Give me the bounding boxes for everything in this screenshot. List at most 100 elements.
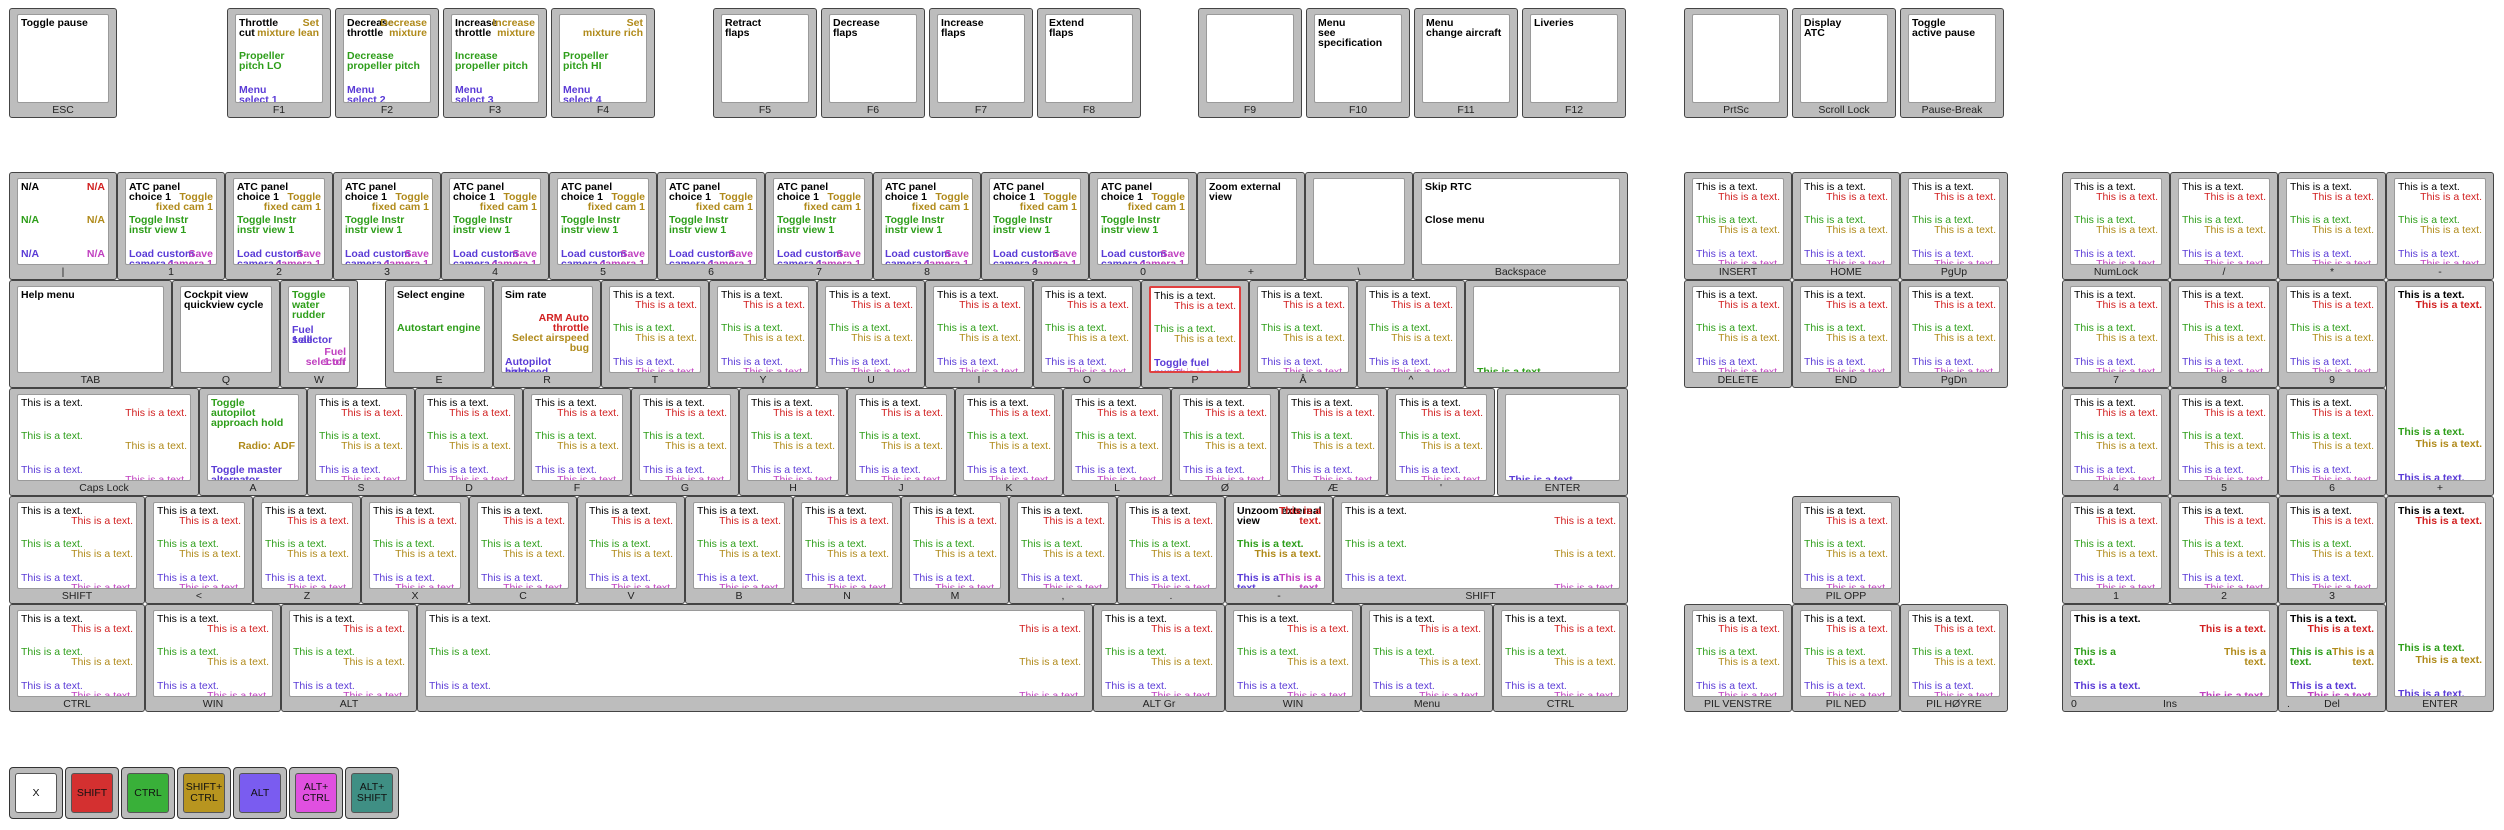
key-num-multiply[interactable]: This is a text. This is a text. This is a …: [2278, 172, 2386, 280]
key-alt-gr[interactable]: This is a text. This is a text. This is a …: [1093, 604, 1225, 712]
key-f12[interactable]: Liveries F12: [1522, 8, 1626, 118]
key-f4[interactable]: Set mixture rich Propeller pitch HI Menu sele…: [551, 8, 655, 118]
key-i[interactable]: This is a text. This is a text. This is a …: [925, 280, 1033, 388]
key-ctrl-left[interactable]: This is a text. This is a text. This is a …: [9, 604, 145, 712]
key-win-left[interactable]: This is a text. This is a text. This is a …: [145, 604, 281, 712]
key-win-right[interactable]: This is a text. This is a text. This is a …: [1225, 604, 1361, 712]
key-period[interactable]: This is a text. This is a text. This is a …: [1117, 496, 1225, 604]
key-num-minus[interactable]: This is a text. This is a text. This is a …: [2386, 172, 2494, 280]
key-f6[interactable]: Decrease flaps F6: [821, 8, 925, 118]
key-num-8[interactable]: This is a text. This is a text. This is a …: [2170, 280, 2278, 388]
key-shift-right[interactable]: This is a text. This is a text. This is a …: [1333, 496, 1628, 604]
key-u[interactable]: This is a text. This is a text. This is a …: [817, 280, 925, 388]
key-n[interactable]: This is a text. This is a text. This is a …: [793, 496, 901, 604]
key-oe[interactable]: This is a text. This is a text. This is a …: [1171, 388, 1279, 496]
key-j[interactable]: This is a text. This is a text. This is a …: [847, 388, 955, 496]
key-num-7[interactable]: This is a text. This is a text. This is a …: [2062, 280, 2170, 388]
key-comma[interactable]: This is a text. This is a text. This is a …: [1009, 496, 1117, 604]
key-delete[interactable]: This is a text. This is a text. This is a …: [1684, 280, 1792, 388]
key-r[interactable]: Sim rate ARM Auto throttle Select airspeed…: [493, 280, 601, 388]
key-space[interactable]: This is a text. This is a text. This is a …: [417, 604, 1093, 712]
key-arrow-up[interactable]: This is a text. This is a text. This is a …: [1792, 496, 1900, 604]
key-f8[interactable]: Extend flaps F8: [1037, 8, 1141, 118]
key-plus[interactable]: Zoom external view +: [1197, 172, 1305, 280]
key-pgup[interactable]: This is a text. This is a text. This is a …: [1900, 172, 2008, 280]
key-9[interactable]: ATC panel choice 1 Toggle fixed cam 1 Toggle…: [981, 172, 1089, 280]
key-pause-break[interactable]: Toggle active pause Pause-Break: [1900, 8, 2004, 118]
key-num-5[interactable]: This is a text. This is a text. This is a …: [2170, 388, 2278, 496]
key-m[interactable]: This is a text. This is a text. This is a …: [901, 496, 1009, 604]
key-ae[interactable]: This is a text. This is a text. This is a …: [1279, 388, 1387, 496]
key-caret[interactable]: This is a text. This is a text. This is a …: [1357, 280, 1465, 388]
key-2[interactable]: ATC panel choice 1 Toggle fixed cam 1 Toggle…: [225, 172, 333, 280]
key-f2[interactable]: Decrease throttle Decrease mixture Decrease p…: [335, 8, 439, 118]
key-g[interactable]: This is a text. This is a text. This is a …: [631, 388, 739, 496]
key-num-plus[interactable]: This is a text. This is a text. This is a …: [2386, 280, 2494, 496]
key-backslash[interactable]: \: [1305, 172, 1413, 280]
key-minus[interactable]: Unzoom external view This is a text. This is…: [1225, 496, 1333, 604]
key-f7[interactable]: Increase flaps F7: [929, 8, 1033, 118]
key-menu[interactable]: This is a text. This is a text. This is a …: [1361, 604, 1493, 712]
key-num-4[interactable]: This is a text. This is a text. This is a …: [2062, 388, 2170, 496]
key-f10[interactable]: Menu see specification F10: [1306, 8, 1410, 118]
key-d[interactable]: This is a text. This is a text. This is a …: [415, 388, 523, 496]
key-end[interactable]: This is a text. This is a text. This is a …: [1792, 280, 1900, 388]
key-scroll-lock[interactable]: Display ATC Scroll Lock: [1792, 8, 1896, 118]
key-x[interactable]: This is a text. This is a text. This is a …: [361, 496, 469, 604]
key-less[interactable]: This is a text. This is a text. This is a …: [145, 496, 253, 604]
key-v[interactable]: This is a text. This is a text. This is a …: [577, 496, 685, 604]
key-6[interactable]: ATC panel choice 1 Toggle fixed cam 1 Toggle…: [657, 172, 765, 280]
key-l[interactable]: This is a text. This is a text. This is a …: [1063, 388, 1171, 496]
key-prtsc[interactable]: PrtSc: [1684, 8, 1788, 118]
key-8[interactable]: ATC panel choice 1 Toggle fixed cam 1 Toggle…: [873, 172, 981, 280]
key-backspace[interactable]: Skip RTC Close menu Backspace: [1413, 172, 1628, 280]
key-0[interactable]: ATC panel choice 1 Toggle fixed cam 1 Toggle…: [1089, 172, 1197, 280]
key-arrow-right[interactable]: This is a text. This is a text. This is a …: [1900, 604, 2008, 712]
key-num-divide[interactable]: This is a text. This is a text. This is a …: [2170, 172, 2278, 280]
key-f1[interactable]: Throttle cut Set mixture lean Propeller pitch…: [227, 8, 331, 118]
key-h[interactable]: This is a text. This is a text. This is a …: [739, 388, 847, 496]
key-enter[interactable]: This is a text. ENTER: [1497, 388, 1628, 496]
key-num-enter[interactable]: This is a text. This is a text. This is a …: [2386, 496, 2494, 712]
key-p[interactable]: This is a text. This is a text. This is a …: [1141, 280, 1249, 388]
key-w[interactable]: Toggle water rudder Fuel selector 1 all Fuel …: [280, 280, 358, 388]
key-numlock[interactable]: This is a text. This is a text. This is a …: [2062, 172, 2170, 280]
key-home[interactable]: This is a text. This is a text. This is a …: [1792, 172, 1900, 280]
key-caps-lock[interactable]: This is a text. This is a text. This is a …: [9, 388, 199, 496]
key-f[interactable]: This is a text. This is a text. This is a …: [523, 388, 631, 496]
key-1[interactable]: ATC panel choice 1 Toggle fixed cam 1 Toggle…: [117, 172, 225, 280]
key-pgdn[interactable]: This is a text. This is a text. This is a …: [1900, 280, 2008, 388]
key-c[interactable]: This is a text. This is a text. This is a …: [469, 496, 577, 604]
key-apostrophe[interactable]: This is a text. This is a text. This is a …: [1387, 388, 1495, 496]
key-arrow-down[interactable]: This is a text. This is a text. This is a …: [1792, 604, 1900, 712]
key-shift-left[interactable]: This is a text. This is a text. This is a …: [9, 496, 145, 604]
key-esc[interactable]: Toggle pause ESC: [9, 8, 117, 118]
key-5[interactable]: ATC panel choice 1 Toggle fixed cam 1 Toggle…: [549, 172, 657, 280]
key-num-1[interactable]: This is a text. This is a text. This is a …: [2062, 496, 2170, 604]
key-tab[interactable]: Help menu TAB: [9, 280, 172, 388]
key-pipe[interactable]: N/A N/A N/A N/A N/A N/A |: [9, 172, 117, 280]
key-o[interactable]: This is a text. This is a text. This is a …: [1033, 280, 1141, 388]
key-a[interactable]: Toggle autopilot approach hold Radio: ADF To…: [199, 388, 307, 496]
key-f5[interactable]: Retract flaps F5: [713, 8, 817, 118]
key-k[interactable]: This is a text. This is a text. This is a …: [955, 388, 1063, 496]
key-4[interactable]: ATC panel choice 1 Toggle fixed cam 1 Toggle…: [441, 172, 549, 280]
key-z[interactable]: This is a text. This is a text. This is a …: [253, 496, 361, 604]
key-num-9[interactable]: This is a text. This is a text. This is a …: [2278, 280, 2386, 388]
key-f3[interactable]: Increase throttle Increase mixture Increase p…: [443, 8, 547, 118]
key-7[interactable]: ATC panel choice 1 Toggle fixed cam 1 Toggle…: [765, 172, 873, 280]
key-ctrl-right[interactable]: This is a text. This is a text. This is a …: [1493, 604, 1628, 712]
key-num-3[interactable]: This is a text. This is a text. This is a …: [2278, 496, 2386, 604]
key-f11[interactable]: Menu change aircraft F11: [1414, 8, 1518, 118]
key-num-6[interactable]: This is a text. This is a text. This is a …: [2278, 388, 2386, 496]
key-b[interactable]: This is a text. This is a text. This is a …: [685, 496, 793, 604]
key-f9[interactable]: F9: [1198, 8, 1302, 118]
key-insert[interactable]: This is a text. This is a text. This is a …: [1684, 172, 1792, 280]
key-alt[interactable]: This is a text. This is a text. This is a …: [281, 604, 417, 712]
key-enter-top[interactable]: This is a text.This is a text.: [1465, 280, 1628, 388]
key-t[interactable]: This is a text. This is a text. This is a …: [601, 280, 709, 388]
